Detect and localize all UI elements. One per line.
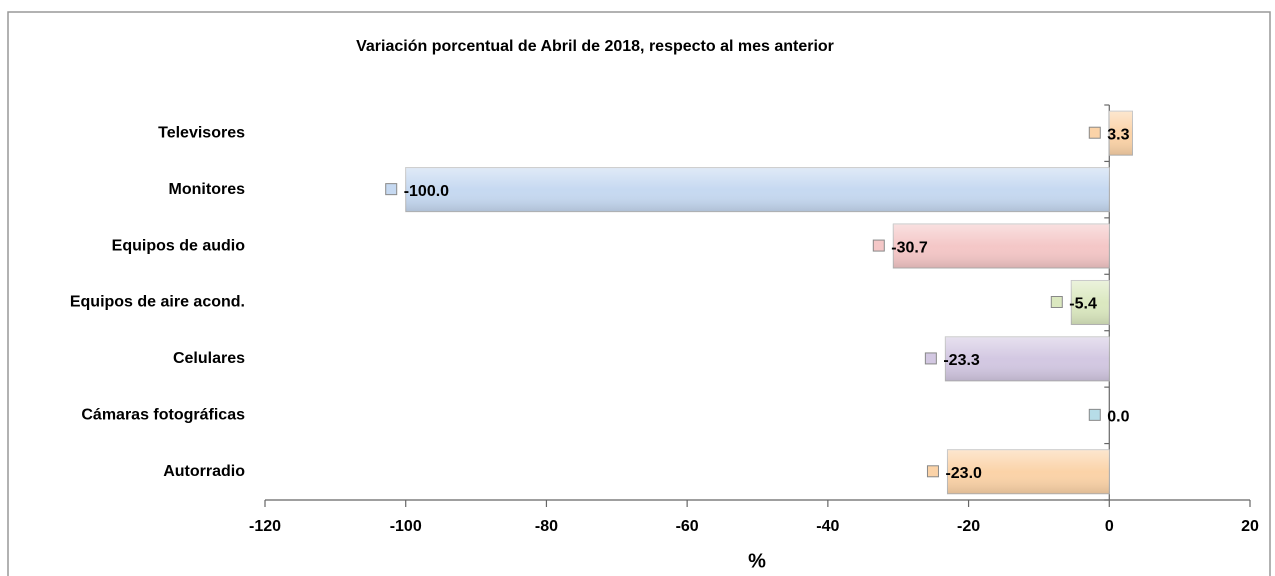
value-label: -23.3 <box>943 352 980 369</box>
legend-key <box>1050 296 1063 308</box>
value-label: -5.4 <box>1069 296 1097 313</box>
legend-key <box>872 239 885 252</box>
legend-key <box>926 465 939 478</box>
x-tick-label: -80 <box>535 518 558 535</box>
y-tick-label: Celulares <box>173 350 245 367</box>
bar-shade <box>945 336 1110 381</box>
value-label: -100.0 <box>404 183 449 200</box>
legend-key <box>1088 408 1101 421</box>
y-tick-label: Monitores <box>169 181 246 198</box>
bar-shade <box>1109 111 1133 156</box>
x-tick-label: -40 <box>816 518 839 535</box>
value-label: 0.0 <box>1107 409 1129 426</box>
y-tick-label: Televisores <box>158 124 245 141</box>
x-tick-label: -20 <box>957 518 980 535</box>
x-tick-label: -120 <box>249 518 281 535</box>
bar-shade <box>1071 280 1110 325</box>
x-tick-label: 0 <box>1105 518 1114 535</box>
y-tick-label: Equipos de audio <box>112 237 246 254</box>
legend-key <box>1088 126 1101 139</box>
bar-shade <box>405 167 1110 212</box>
value-label: 3.3 <box>1107 126 1129 143</box>
chart-title: Variación porcentual de Abril de 2018, r… <box>356 38 834 55</box>
y-tick-label: Cámaras fotográficas <box>81 407 245 424</box>
value-label: -23.0 <box>945 465 982 482</box>
y-tick-label: Autorradio <box>163 463 245 480</box>
legend-key <box>385 183 398 196</box>
x-tick-label: -100 <box>390 518 422 535</box>
bar-shade <box>893 224 1110 269</box>
bar-shade <box>947 449 1110 494</box>
value-label: -30.7 <box>891 239 928 256</box>
y-tick-label: Equipos de aire acond. <box>70 294 245 311</box>
frame <box>7 11 1271 576</box>
x-axis-label: % <box>748 550 766 572</box>
x-tick-label: -60 <box>676 518 699 535</box>
legend-key <box>924 352 937 365</box>
x-tick-label: 20 <box>1241 518 1259 535</box>
